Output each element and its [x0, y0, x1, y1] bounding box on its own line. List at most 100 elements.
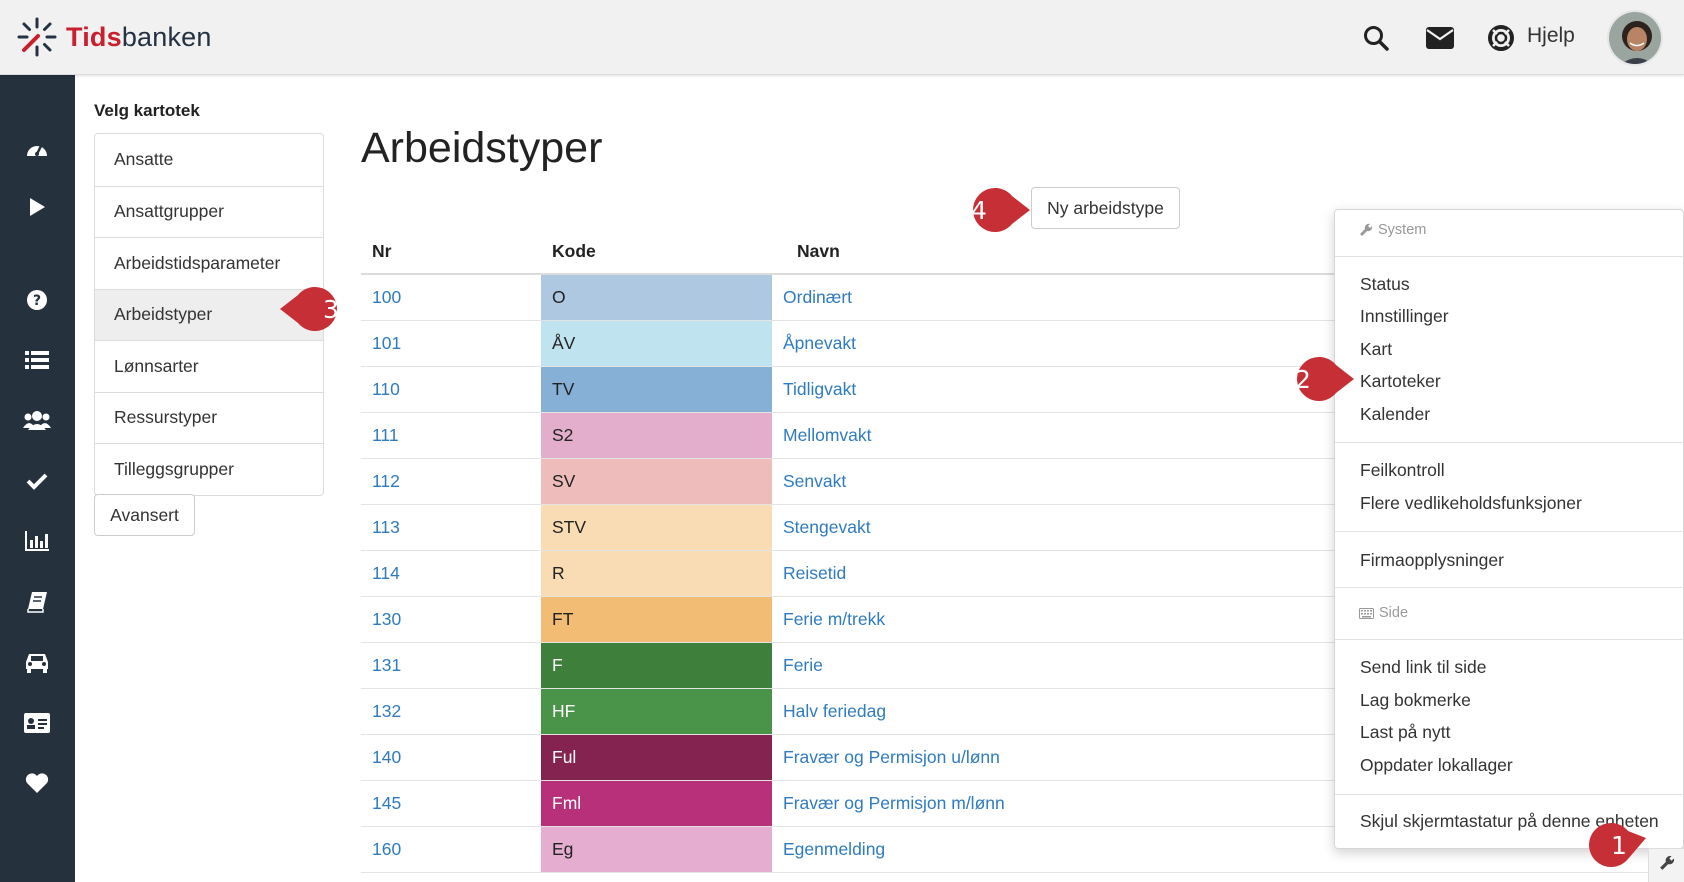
row-nr-link[interactable]: 160: [372, 839, 402, 859]
search-icon[interactable]: [1360, 22, 1392, 54]
row-name-link[interactable]: Fravær og Permisjon m/lønn: [783, 793, 1005, 813]
table-row[interactable]: 101 ÅV Åpnevakt: [361, 321, 1684, 367]
system-menu-toggle-button[interactable]: [1648, 848, 1684, 882]
column-header-navn[interactable]: Navn: [797, 241, 840, 261]
menu-divider: [1335, 442, 1684, 443]
row-name-link[interactable]: Stengevakt: [783, 517, 871, 537]
row-code-cell: Ful: [541, 735, 772, 780]
menu-divider: [1335, 531, 1684, 532]
row-name-link[interactable]: Senvakt: [783, 471, 847, 491]
menu-item-flere-vedlikeholdsfunksjoner[interactable]: Flere vedlikeholdsfunksjoner: [1360, 493, 1582, 513]
avatar[interactable]: [1607, 10, 1663, 66]
table-row[interactable]: 145 Fml Fravær og Permisjon m/lønn: [361, 781, 1684, 827]
row-name-link[interactable]: Egenmelding: [783, 839, 886, 859]
row-name-link[interactable]: Ordinært: [783, 287, 853, 307]
table-row[interactable]: 132 HF Halv feriedag: [361, 689, 1684, 735]
system-menu: System Status Innstillinger Kart Kartote…: [1334, 209, 1684, 849]
table-row[interactable]: 160 Eg Egenmelding: [361, 827, 1684, 873]
envelope-icon[interactable]: [1424, 22, 1456, 54]
work-types-table: Nr Kode Navn 100 O Ordinært 101 ÅV Åpnevakt 11…: [361, 230, 1684, 873]
brand-name: Tidsbanken: [66, 21, 212, 52]
row-name-link[interactable]: Ferie m/trekk: [783, 609, 886, 629]
file-cabinet-item-ansattgrupper[interactable]: Ansattgrupper: [95, 185, 323, 238]
table-row[interactable]: 140 Ful Fravær og Permisjon u/lønn: [361, 735, 1684, 781]
menu-item-kart[interactable]: Kart: [1360, 339, 1393, 359]
row-name-link[interactable]: Ferie: [783, 655, 823, 675]
row-nr-link[interactable]: 140: [372, 747, 402, 767]
row-code-cell: ÅV: [541, 321, 772, 366]
row-nr-link[interactable]: 110: [372, 379, 400, 399]
car-icon[interactable]: [22, 647, 52, 677]
menu-item-oppdater-lokallager[interactable]: Oppdater lokallager: [1360, 755, 1513, 775]
keyboard-icon: [1359, 607, 1374, 619]
column-header-nr[interactable]: Nr: [372, 241, 392, 261]
file-cabinet-item-ressurstyper[interactable]: Ressurstyper: [95, 391, 323, 444]
menu-item-kalender[interactable]: Kalender: [1360, 404, 1431, 424]
bar-chart-icon[interactable]: [22, 526, 52, 556]
wrench-icon: [1359, 223, 1373, 237]
menu-item-innstillinger[interactable]: Innstillinger: [1360, 306, 1449, 326]
table-row[interactable]: 100 O Ordinært: [361, 275, 1684, 321]
top-bar: Tidsbanken Hjelp: [0, 0, 1684, 75]
menu-item-lag-bokmerke[interactable]: Lag bokmerke: [1360, 690, 1471, 710]
row-nr-link[interactable]: 132: [372, 701, 402, 721]
play-icon[interactable]: [22, 192, 52, 222]
row-code-cell: HF: [541, 689, 772, 734]
id-card-icon[interactable]: [22, 708, 52, 738]
file-cabinet-item-ansatte[interactable]: Ansatte: [114, 149, 174, 170]
users-icon[interactable]: [22, 405, 52, 435]
row-code-cell: SV: [541, 459, 772, 504]
new-work-type-button[interactable]: Ny arbeidstype: [1031, 187, 1180, 229]
help-circle-icon[interactable]: ?: [22, 285, 52, 315]
callout-marker-1: 1: [1568, 819, 1646, 871]
table-row[interactable]: 112 SV Senvakt: [361, 459, 1684, 505]
file-cabinet-item-arbeidstidsparameter[interactable]: Arbeidstidsparameter: [95, 237, 323, 289]
file-cabinet-item-lonnsarter[interactable]: Lønnsarter: [95, 340, 323, 392]
row-nr-link[interactable]: 114: [372, 563, 400, 583]
menu-item-last-pa-nytt[interactable]: Last på nytt: [1360, 722, 1451, 742]
menu-item-status[interactable]: Status: [1360, 274, 1410, 294]
table-row[interactable]: 110 TV Tidligvakt: [361, 367, 1684, 413]
table-row[interactable]: 114 R Reisetid: [361, 551, 1684, 597]
row-name-link[interactable]: Reisetid: [783, 563, 847, 583]
table-row[interactable]: 111 S2 Mellomvakt: [361, 413, 1684, 459]
file-cabinet-list: Ansatte Ansattgrupper Arbeidstidsparamet…: [94, 133, 324, 496]
row-nr-link[interactable]: 145: [372, 793, 402, 813]
table-row[interactable]: 131 F Ferie: [361, 643, 1684, 689]
row-nr-link[interactable]: 112: [372, 471, 400, 491]
row-name-link[interactable]: Åpnevakt: [783, 333, 856, 353]
row-nr-link[interactable]: 130: [372, 609, 402, 629]
row-name-link[interactable]: Tidligvakt: [783, 379, 857, 399]
brand-logo[interactable]: Tidsbanken: [17, 17, 212, 57]
menu-item-skjul-skjermtastatur[interactable]: Skjul skjermtastatur på denne enheten: [1360, 811, 1659, 831]
row-name-link[interactable]: Mellomvakt: [783, 425, 872, 445]
advanced-button[interactable]: Avansert: [94, 494, 195, 536]
row-nr-link[interactable]: 113: [372, 517, 400, 537]
row-name-link[interactable]: Halv feriedag: [783, 701, 887, 721]
check-icon[interactable]: [22, 466, 52, 496]
dashboard-icon[interactable]: [22, 134, 52, 164]
lifebuoy-icon[interactable]: [1485, 22, 1517, 54]
menu-item-kartoteker[interactable]: Kartoteker: [1360, 371, 1441, 391]
menu-item-send-link[interactable]: Send link til side: [1360, 657, 1487, 677]
table-row[interactable]: 113 STV Stengevakt: [361, 505, 1684, 551]
row-nr-link[interactable]: 111: [372, 425, 399, 445]
file-cabinet-item-tilleggsgrupper[interactable]: Tilleggsgrupper: [95, 443, 323, 495]
column-header-kode[interactable]: Kode: [552, 241, 596, 261]
row-code-cell: FT: [541, 597, 772, 642]
help-link[interactable]: Hjelp: [1527, 24, 1575, 47]
menu-item-firmaopplysninger[interactable]: Firmaopplysninger: [1360, 550, 1504, 570]
row-nr-link[interactable]: 100: [372, 287, 402, 307]
row-nr-link[interactable]: 101: [372, 333, 402, 353]
row-code-cell: O: [541, 275, 772, 320]
menu-item-feilkontroll[interactable]: Feilkontroll: [1360, 460, 1445, 480]
file-cabinet-item-arbeidstyper[interactable]: Arbeidstyper: [95, 288, 323, 340]
heart-icon[interactable]: [22, 768, 52, 798]
list-icon[interactable]: [22, 345, 52, 375]
row-nr-link[interactable]: 131: [372, 655, 402, 675]
book-icon[interactable]: [22, 587, 52, 617]
row-code-cell: R: [541, 551, 772, 596]
left-nav-rail: ?: [0, 75, 75, 882]
table-row[interactable]: 130 FT Ferie m/trekk: [361, 597, 1684, 643]
row-name-link[interactable]: Fravær og Permisjon u/lønn: [783, 747, 1000, 767]
